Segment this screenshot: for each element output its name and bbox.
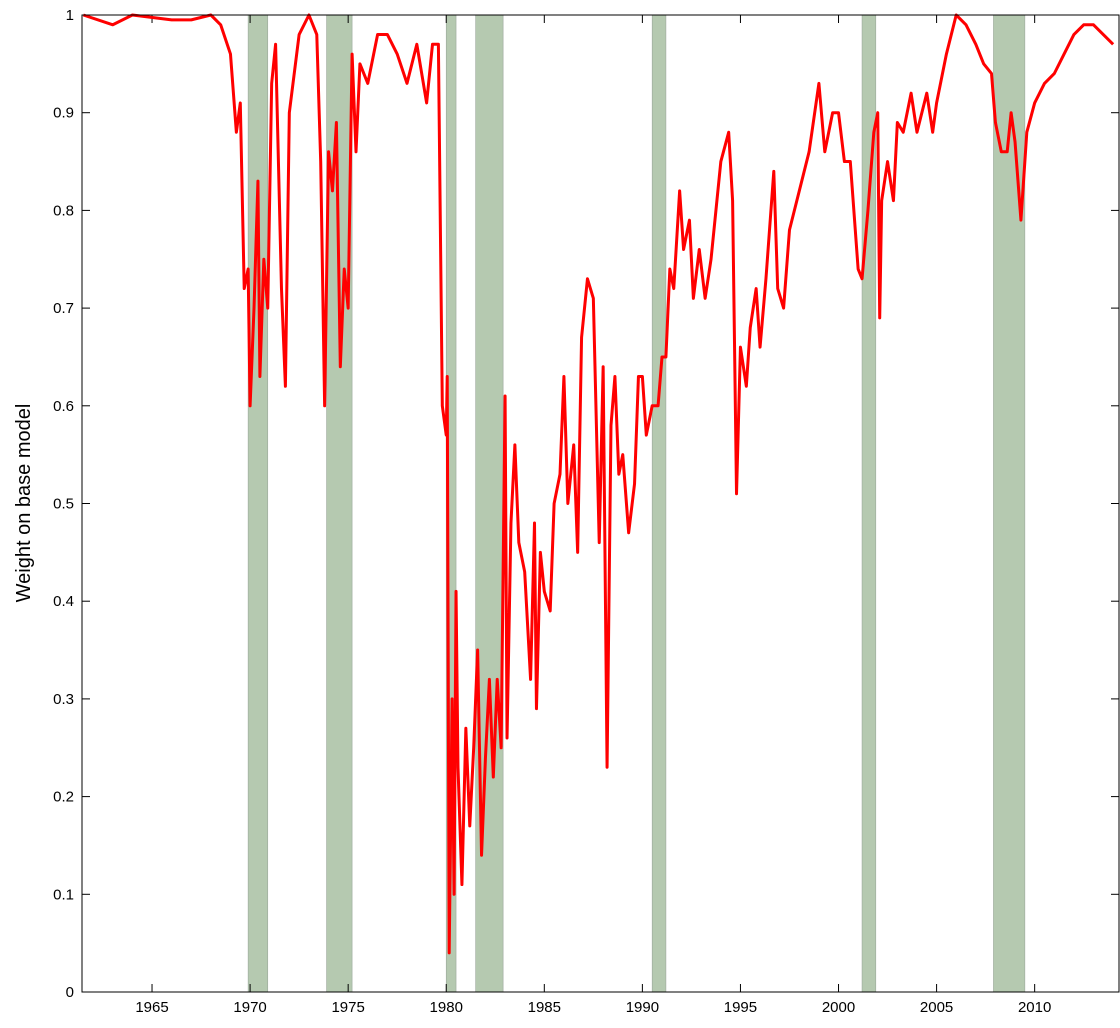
y-tick-label: 0.8: [53, 202, 74, 219]
y-tick-label: 0.5: [53, 496, 74, 513]
y-tick-label: 1: [66, 7, 74, 24]
y-tick-label: 0.7: [53, 300, 74, 317]
y-tick-label: 0.4: [53, 593, 74, 610]
y-tick-label: 0.3: [53, 691, 74, 708]
x-tick-label: 2010: [1018, 999, 1051, 1016]
x-tick-label: 1970: [233, 999, 266, 1016]
recession-shading: [861, 14, 877, 993]
x-tick-label: 1990: [626, 999, 659, 1016]
y-tick-label: 0.9: [53, 105, 74, 122]
x-tick-label: 1965: [135, 999, 168, 1016]
plot-frame: [81, 14, 1120, 993]
x-tick-label: 1975: [331, 999, 364, 1016]
y-tick-label: 0.2: [53, 789, 74, 806]
x-tick-label: 2005: [920, 999, 953, 1016]
data-line: [82, 13, 1115, 955]
y-axis-label: Weight on base model: [13, 404, 35, 603]
x-tick-label: 2000: [822, 999, 855, 1016]
x-tick-label: 1985: [528, 999, 561, 1016]
y-tick-label: 0: [66, 984, 74, 1001]
recession-shading: [475, 14, 504, 993]
recession-shading: [247, 14, 269, 993]
recession-shading: [651, 14, 667, 993]
x-tick-label: 1980: [430, 999, 463, 1016]
recession-shading: [993, 14, 1026, 993]
y-tick-label: 0.1: [53, 886, 74, 903]
y-tick-label: 0.6: [53, 398, 74, 415]
x-tick-label: 1995: [724, 999, 757, 1016]
